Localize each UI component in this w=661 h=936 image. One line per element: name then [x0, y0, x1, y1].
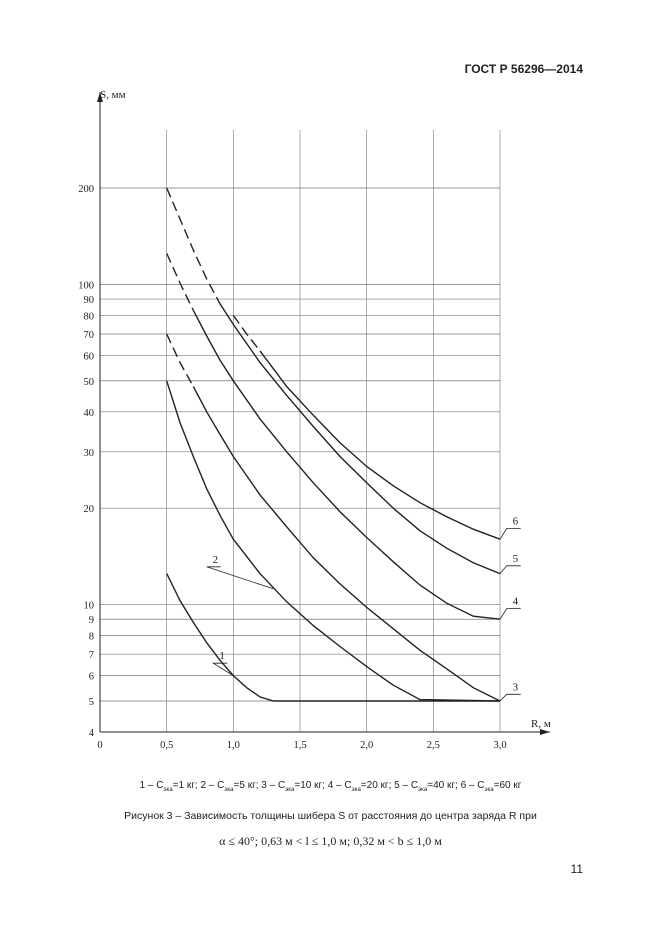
x-tick-label: 1,5: [293, 740, 306, 751]
y-tick-label: 50: [84, 377, 95, 388]
figure-condition: α ≤ 40°; 0,63 м < l ≤ 1,0 м; 0,32 м < b …: [219, 834, 442, 848]
legend-item-5: 5 – Cэка=40 кг;: [394, 780, 458, 793]
y-tick-label: 8: [89, 632, 94, 643]
x-tick-label: 0,5: [160, 740, 173, 751]
x-tick-label: 3,0: [493, 740, 506, 751]
series-4-label: 4: [513, 596, 519, 608]
legend-item-1: 1 – Cэка=1 кг;: [139, 780, 198, 793]
y-tick-label: 30: [84, 448, 95, 459]
y-tick-label: 10: [84, 601, 95, 612]
series-2-leader: [206, 566, 274, 590]
series-2-line: [166, 380, 501, 702]
legend: 1 – Cэка=1 кг; 2 – Cэка=5 кг; 3 – Cэка=1…: [0, 780, 661, 793]
series-1-line: [166, 573, 500, 702]
x-tick-label: 1,0: [227, 740, 240, 751]
axes: [97, 92, 550, 735]
x-axis-arrow: [540, 729, 550, 735]
series-5-dashed: [166, 187, 221, 305]
y-tick-label: 20: [84, 504, 95, 515]
figure-caption: Рисунок 3 – Зависимость толщины шибера S…: [124, 810, 537, 822]
y-tick-label: 5: [89, 697, 94, 708]
grid: [100, 130, 501, 732]
series-6-line: [259, 350, 501, 540]
page-number: 11: [570, 862, 583, 876]
y-tick-label: 9: [89, 615, 94, 626]
series-1-leader: [211, 662, 234, 676]
series-5-label: 5: [513, 553, 519, 565]
document-code: ГОСТ Р 56296—2014: [464, 62, 583, 76]
x-tick-label: 2,5: [427, 740, 440, 751]
y-tick-label: 90: [84, 295, 95, 306]
series-4-leader: [499, 608, 521, 620]
y-tick-label: 40: [84, 408, 95, 419]
series-2-label: 2: [213, 554, 219, 566]
series-3-dashed: [166, 333, 194, 387]
y-tick-label: 4: [89, 728, 95, 739]
series-3-label: 3: [513, 681, 519, 693]
series-5-line: [219, 303, 501, 575]
chart: 1 2 3 4 5 6 4 5 6 7 8 9 10 20 30 40 50 60 70 80 90 100 200 0 0,…: [78, 89, 551, 751]
series-5-leader: [499, 565, 521, 574]
series-4-dashed: [166, 253, 194, 311]
series-1-label: 1: [219, 650, 225, 662]
legend-item-3: 3 – Cэка=10 кг;: [261, 780, 325, 793]
y-tick-label: 100: [78, 280, 94, 291]
series-3-leader: [499, 693, 521, 702]
x-axis-label: R, м: [531, 718, 551, 730]
y-tick-label: 70: [84, 330, 95, 341]
series-group: 1 2 3 4 5 6: [166, 187, 521, 702]
y-axis-label: S, мм: [100, 89, 126, 101]
series-6-label: 6: [513, 515, 519, 527]
legend-item-6: 6 – Cэка=60 кг: [460, 780, 522, 793]
legend-item-2: 2 – Cэка=5 кг;: [200, 780, 259, 793]
y-tick-label: 7: [89, 650, 94, 661]
legend-item-4: 4 – Cэка=20 кг;: [327, 780, 392, 793]
series-6-leader: [499, 528, 521, 540]
y-tick-label: 200: [78, 184, 94, 195]
x-tick-label: 2,0: [360, 740, 373, 751]
series-6-dashed: [232, 314, 261, 352]
y-axis-arrow: [97, 92, 103, 102]
y-tick-label: 6: [89, 672, 94, 683]
x-tick-label: 0: [97, 740, 102, 751]
y-tick-label: 60: [84, 351, 95, 362]
tick-labels: 4 5 6 7 8 9 10 20 30 40 50 60 70 80 90 100 200 0 0,5 1,0 1,5…: [78, 184, 506, 751]
y-tick-label: 80: [84, 311, 95, 322]
series-4-line: [192, 309, 501, 620]
series-3-line: [192, 386, 501, 702]
